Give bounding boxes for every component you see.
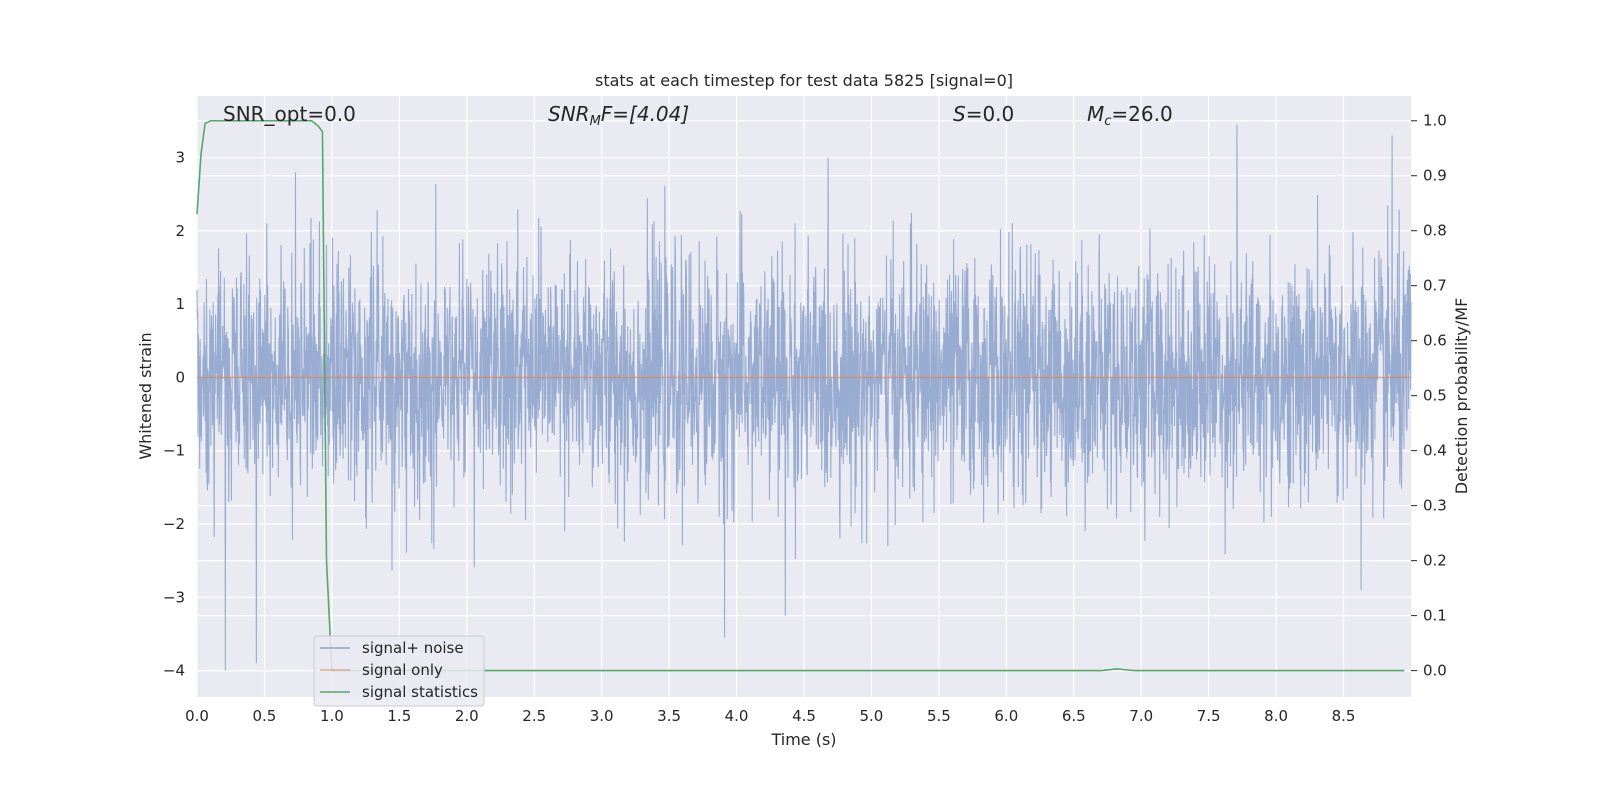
y-right-tick-label: 0.3 bbox=[1423, 497, 1447, 515]
x-tick-label: 8.5 bbox=[1332, 707, 1356, 725]
y-left-tick-label: 2 bbox=[175, 222, 185, 240]
x-axis-ticks: 0.0 0.5 1.0 1.5 2.0 2.5 3.0 3.5 4.0 4.5 5.0 5.5 6.0 6… bbox=[185, 707, 1355, 725]
x-tick-label: 3.0 bbox=[590, 707, 614, 725]
y-left-tick-label: −3 bbox=[163, 588, 185, 606]
y-left-axis-ticks: −4 −3 −2 −1 0 1 2 3 bbox=[163, 149, 185, 680]
annotation-snr-mf-sub: M bbox=[590, 114, 601, 129]
y-right-tick-label: 0.7 bbox=[1423, 277, 1447, 295]
x-tick-label: 0.0 bbox=[185, 707, 209, 725]
y-right-tick-label: 0.1 bbox=[1423, 607, 1447, 625]
x-tick-label: 1.0 bbox=[320, 707, 344, 725]
legend-box bbox=[313, 635, 485, 707]
legend-label-signal-only: signal only bbox=[362, 661, 443, 679]
x-tick-label: 6.0 bbox=[994, 707, 1018, 725]
x-axis-label: Time (s) bbox=[770, 730, 836, 749]
x-tick-label: 5.0 bbox=[860, 707, 884, 725]
y-right-tick-label: 0.5 bbox=[1423, 387, 1447, 405]
x-tick-label: 7.0 bbox=[1129, 707, 1153, 725]
annotation-s-main: S bbox=[953, 102, 966, 126]
y-left-tick-label: −4 bbox=[163, 662, 185, 680]
y-right-tick-label: 0.4 bbox=[1423, 442, 1447, 460]
x-tick-label: 7.5 bbox=[1197, 707, 1221, 725]
legend-label-signal-noise: signal+ noise bbox=[362, 639, 464, 657]
annotation-mc: Mc=26.0 bbox=[1087, 102, 1173, 129]
annotation-s: S=0.0 bbox=[953, 102, 1014, 126]
y-right-tick-label: 0.8 bbox=[1423, 222, 1447, 240]
y-right-axis-ticks: 0.0 0.1 0.2 0.3 0.4 0.5 0.6 0.7 0.8 0.9 1.0 bbox=[1411, 112, 1447, 680]
annotation-s-rest: =0.0 bbox=[966, 102, 1015, 126]
x-tick-label: 4.5 bbox=[792, 707, 816, 725]
x-tick-label: 4.0 bbox=[725, 707, 749, 725]
signal-statistics-line bbox=[196, 119, 1405, 672]
x-tick-label: 6.5 bbox=[1062, 707, 1086, 725]
x-tick-label: 1.5 bbox=[387, 707, 411, 725]
annotation-mc-rest: =26.0 bbox=[1111, 102, 1172, 126]
y-left-tick-label: 0 bbox=[175, 368, 185, 386]
x-tick-label: 0.5 bbox=[253, 707, 277, 725]
signal-noise-line bbox=[196, 124, 1412, 671]
series-signal-statistics bbox=[196, 119, 1405, 672]
y-right-axis-label: Detection probability/MF bbox=[1452, 298, 1471, 495]
y-right-tick-label: 0.2 bbox=[1423, 552, 1447, 570]
y-right-tick-label: 0.0 bbox=[1423, 662, 1447, 680]
annotation-snr-mf-rest: F=[4.04] bbox=[601, 102, 689, 126]
y-left-tick-label: −2 bbox=[163, 515, 185, 533]
x-tick-label: 2.5 bbox=[522, 707, 546, 725]
x-tick-label: 8.0 bbox=[1264, 707, 1288, 725]
x-tick-label: 3.5 bbox=[657, 707, 681, 725]
y-left-tick-label: 1 bbox=[175, 295, 185, 313]
annotation-mc-main: M bbox=[1087, 102, 1104, 126]
legend: signal+ noise signal only signal statist… bbox=[313, 635, 485, 707]
chart-title: stats at each timestep for test data 582… bbox=[595, 71, 1013, 90]
annotation-mc-sub: c bbox=[1104, 114, 1111, 129]
annotation-snr-mf: SNRMF=[4.04] bbox=[548, 102, 689, 129]
y-right-tick-label: 0.9 bbox=[1423, 167, 1447, 185]
x-tick-label: 2.0 bbox=[455, 707, 479, 725]
y-left-tick-label: 3 bbox=[175, 149, 185, 167]
y-left-tick-label: −1 bbox=[163, 442, 185, 460]
legend-label-signal-statistics: signal statistics bbox=[362, 683, 478, 701]
y-left-axis-label: Whitened strain bbox=[136, 332, 155, 459]
y-right-tick-label: 0.6 bbox=[1423, 332, 1447, 350]
series-signal-noise bbox=[196, 124, 1412, 671]
grid bbox=[196, 96, 1411, 697]
y-right-tick-label: 1.0 bbox=[1423, 112, 1447, 130]
x-tick-label: 5.5 bbox=[927, 707, 951, 725]
annotation-snr-opt: SNR_opt=0.0 bbox=[223, 102, 356, 126]
annotation-snr-mf-base: SNR bbox=[548, 102, 590, 126]
